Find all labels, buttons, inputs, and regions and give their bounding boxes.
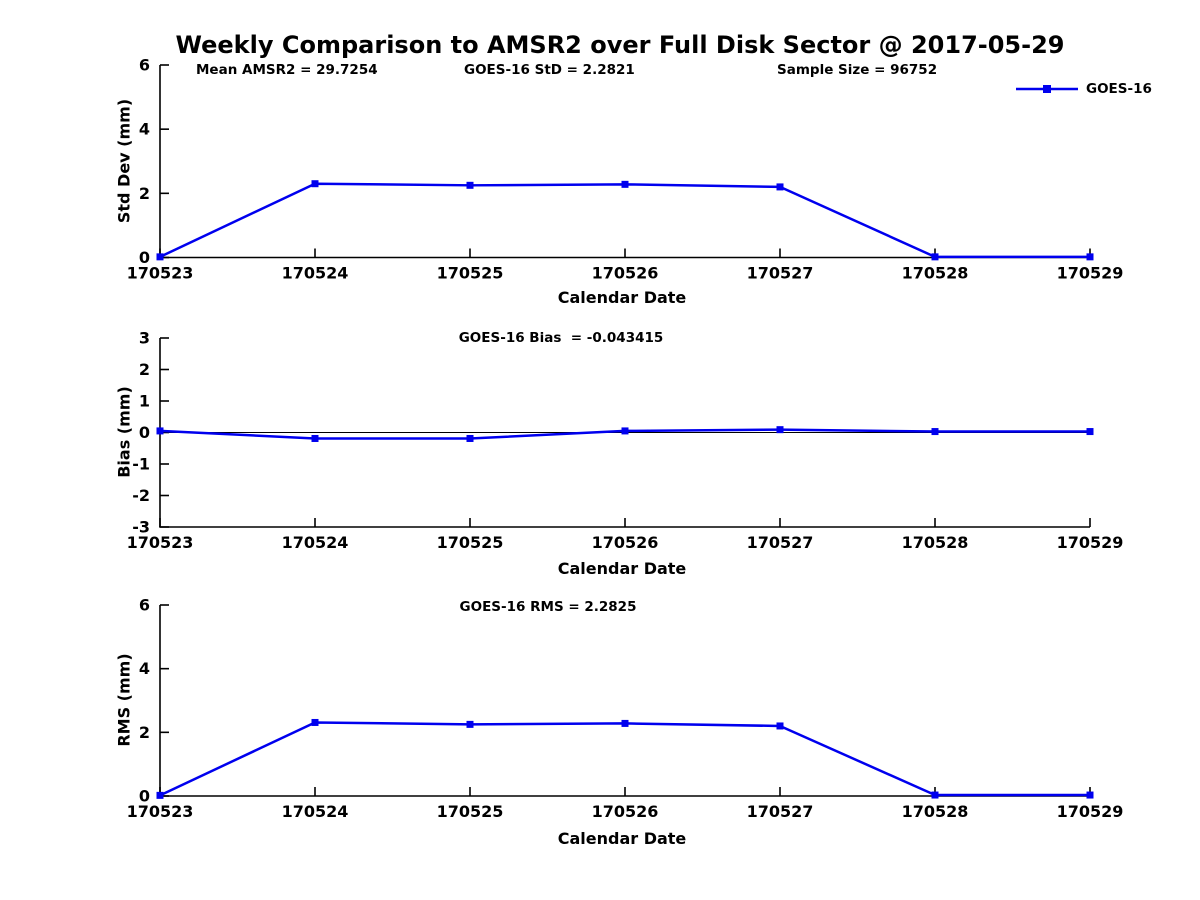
data-point-marker: [156, 791, 164, 799]
data-point-marker: [156, 427, 164, 435]
data-point-marker: [621, 719, 629, 727]
x-tick-label: 170527: [747, 264, 814, 283]
y-tick-label: 2: [139, 184, 150, 203]
subplot-title-rms: GOES-16 RMS = 2.2825: [459, 599, 637, 615]
x-tick-label: 170523: [127, 533, 194, 552]
x-tick-label: 170523: [127, 802, 194, 821]
y-tick-label: 6: [139, 56, 150, 75]
data-point-marker: [311, 434, 319, 442]
legend-line-marker-icon: [1016, 85, 1078, 93]
y-tick-label: 0: [139, 787, 150, 806]
data-point-marker: [621, 427, 629, 435]
x-tick-label: 170529: [1057, 533, 1124, 552]
legend-label: GOES-16: [1086, 81, 1152, 97]
x-tick-label: 170526: [592, 533, 659, 552]
data-point-marker: [311, 718, 319, 726]
x-tick-label: 170525: [437, 802, 504, 821]
y-tick-label: 1: [139, 392, 150, 411]
x-tick-label: 170528: [902, 533, 969, 552]
x-tick-label: 170527: [747, 533, 814, 552]
x-tick-label: 170528: [902, 802, 969, 821]
data-point-marker: [1086, 428, 1094, 436]
x-tick-label: 170526: [592, 802, 659, 821]
series-line: [159, 182, 1090, 259]
data-point-marker: [1086, 253, 1094, 261]
x-tick-label: 170524: [282, 533, 349, 552]
x-tick-label: 170529: [1057, 802, 1124, 821]
x-tick-label: 170529: [1057, 264, 1124, 283]
y-tick-label: -1: [132, 455, 150, 474]
subplot-title-bias: GOES-16 Bias = -0.043415: [458, 330, 664, 346]
data-point-marker: [931, 791, 939, 799]
stat-mean-amsr2: Mean AMSR2 = 29.7254: [196, 62, 378, 78]
stat-goes16-std: GOES-16 StD = 2.2821: [464, 62, 635, 78]
series-line: [159, 721, 1090, 797]
y-tick-label: 0: [139, 248, 150, 267]
y-tick-label: 2: [139, 360, 150, 379]
stat-sample-size: Sample Size = 96752: [777, 62, 938, 78]
data-point-marker: [776, 426, 784, 434]
x-tick-label: 170524: [282, 802, 349, 821]
data-point-marker: [466, 434, 474, 442]
data-point-marker: [466, 720, 474, 728]
y-tick-label: 0: [139, 423, 150, 442]
page-title: Weekly Comparison to AMSR2 over Full Dis…: [175, 31, 1065, 59]
data-point-marker: [931, 428, 939, 436]
y-tick-label: -3: [132, 518, 150, 537]
legend: GOES-16: [1015, 81, 1152, 97]
y-tick-label: 2: [139, 723, 150, 742]
x-tick-label: 170525: [437, 264, 504, 283]
y-tick-label: 4: [139, 659, 150, 678]
data-point-marker: [1086, 791, 1094, 799]
y-tick-label: -2: [132, 486, 150, 505]
y-tick-label: 6: [139, 596, 150, 615]
data-point-marker: [466, 181, 474, 189]
x-tick-label: 170526: [592, 264, 659, 283]
data-point-marker: [776, 183, 784, 191]
y-tick-label: 3: [139, 329, 150, 348]
x-axis-label-bias: Calendar Date: [557, 559, 687, 578]
data-point-marker: [776, 722, 784, 730]
data-point-marker: [156, 253, 164, 261]
x-tick-label: 170527: [747, 802, 814, 821]
y-tick-label: 4: [139, 120, 150, 139]
data-point-marker: [931, 253, 939, 261]
x-tick-label: 170525: [437, 533, 504, 552]
data-point-marker: [311, 180, 319, 188]
x-tick-label: 170528: [902, 264, 969, 283]
x-tick-label: 170523: [127, 264, 194, 283]
data-point-marker: [621, 180, 629, 188]
x-tick-label: 170524: [282, 264, 349, 283]
x-axis-label-stddev: Calendar Date: [557, 288, 687, 307]
x-axis-label-rms: Calendar Date: [557, 829, 687, 848]
